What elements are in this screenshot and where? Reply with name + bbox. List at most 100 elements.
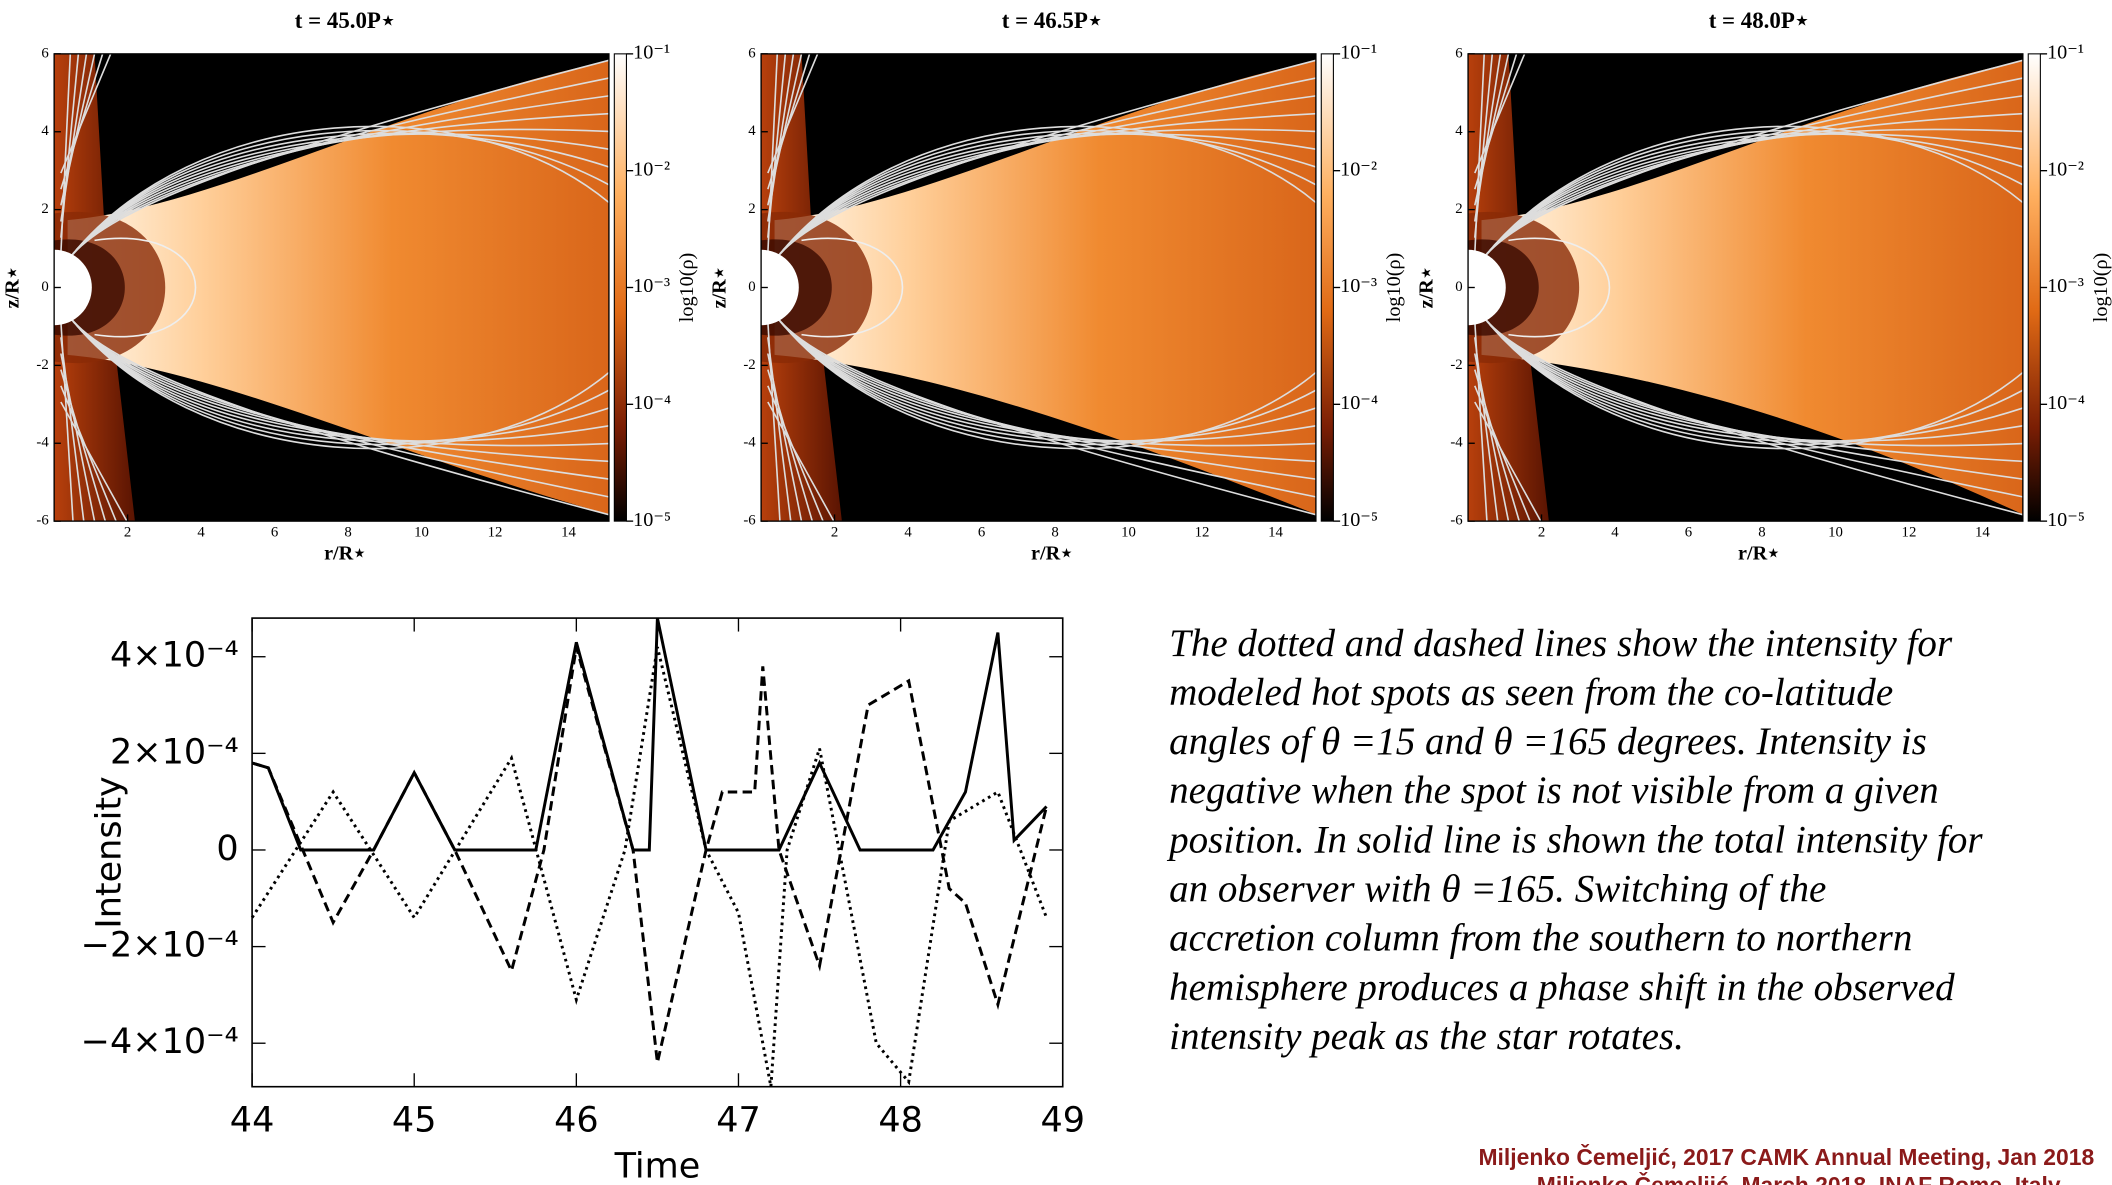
x-axis-label: Time (614, 1146, 701, 1185)
field-line (60, 337, 85, 522)
colorbar-tick-label: 10⁻⁵ (1340, 509, 1378, 531)
y-tick-label: -6 (743, 513, 755, 529)
x-tick-label: 6 (271, 525, 278, 541)
field-line (1480, 112, 2023, 262)
field-line (66, 313, 609, 450)
field-line (1473, 337, 1499, 522)
y-tick-label: 6 (748, 45, 755, 61)
colorbar-label: log10(ρ) (676, 253, 698, 323)
colorbar-tick-label: 10⁻³ (2047, 275, 2084, 297)
y-tick-label: 6 (41, 45, 48, 61)
x-tick-label: 14 (1268, 525, 1283, 541)
field-loop (1508, 237, 1611, 338)
field-line (66, 128, 609, 262)
field-line (773, 313, 1316, 442)
field-line (1480, 313, 2023, 498)
field-line (1474, 401, 1542, 522)
intensity-line (251, 646, 1048, 1063)
colorbar-tick-label: 10⁻⁴ (1340, 392, 1378, 414)
field-line (66, 112, 609, 262)
colorbar (1320, 53, 1334, 522)
x-tick-label: 6 (1685, 525, 1692, 541)
star (1468, 249, 1506, 326)
y-tick-label: 0 (1455, 279, 1462, 295)
y-tick-label: 2 (41, 201, 48, 217)
y-tick-label: -6 (1450, 513, 1462, 529)
field-line (66, 313, 609, 443)
x-tick-label: 4 (197, 525, 205, 541)
footer: Miljenko Čemeljić, March 2018, INAF Rome… (1537, 1172, 2061, 1185)
x-tick-label: 8 (1758, 525, 1765, 541)
field-line (60, 401, 128, 522)
x-tick-label: 10 (1828, 525, 1843, 541)
field-line (1480, 133, 2023, 262)
y-tick-label: 4 (1455, 123, 1463, 139)
field-loop (94, 237, 197, 338)
y-tick-label: 4 (41, 123, 49, 139)
y-tick-label: 0 (216, 829, 238, 869)
colorbar-label: log10(ρ) (2090, 253, 2112, 323)
field-line (66, 313, 609, 442)
x-tick-label: 14 (1975, 525, 1990, 541)
y-tick-label: 4×10⁻⁴ (110, 636, 239, 676)
field-line (1473, 53, 1502, 222)
field-line (66, 125, 609, 262)
colorbar (2027, 53, 2041, 522)
colorbar-tick-label: 10⁻¹ (2047, 42, 2084, 64)
density-map (1467, 53, 2024, 522)
field-line (1480, 313, 2023, 450)
y-tick-label: 2×10⁻⁴ (110, 732, 239, 772)
colorbar-tick-label: 10⁻³ (633, 275, 670, 297)
colorbar-tick-label: 10⁻⁵ (633, 509, 671, 531)
x-tick-label: 12 (1902, 525, 1917, 541)
x-axis-label: r/R⋆ (324, 542, 366, 564)
y-tick-label: 2 (748, 201, 755, 217)
field-line (773, 133, 1316, 262)
field-line (1480, 313, 2023, 446)
density-map (760, 53, 1317, 522)
x-tick-label: 12 (488, 525, 503, 541)
field-line (1480, 313, 2023, 463)
colorbar-tick-label: 10⁻⁴ (633, 392, 671, 414)
x-tick-label: 10 (414, 525, 429, 541)
field-line (1480, 313, 2023, 443)
caption-line: hemisphere produces a phase shift in the… (1169, 966, 1955, 1009)
caption-line: accretion column from the southern to no… (1169, 917, 1912, 960)
x-axis-label: r/R⋆ (1738, 542, 1780, 564)
field-line (773, 313, 1316, 446)
colorbar-tick-label: 10⁻⁵ (2047, 509, 2085, 531)
panel-title: t = 45.0P⋆ (295, 8, 395, 33)
x-tick-label: 2 (124, 525, 131, 541)
x-tick-label: 8 (1051, 525, 1058, 541)
y-tick-label: -2 (1450, 357, 1462, 373)
field-line (60, 53, 88, 222)
field-line (767, 369, 814, 522)
colorbar-tick-label: 10⁻¹ (633, 42, 670, 64)
field-line (1480, 129, 2023, 262)
field-line (66, 129, 609, 262)
field-line (1473, 353, 1510, 522)
colorbar-tick-label: 10⁻² (633, 158, 670, 180)
field-line (773, 313, 1316, 498)
y-tick-label: -2 (36, 357, 48, 373)
x-tick-label: 48 (878, 1101, 923, 1141)
field-line (773, 313, 1316, 447)
panel-title: t = 48.0P⋆ (1709, 8, 1809, 33)
field-line (60, 53, 112, 174)
y-tick-label: 6 (1455, 45, 1462, 61)
field-line (66, 313, 609, 446)
caption-line: modeled hot spots as seen from the co-la… (1169, 671, 1893, 714)
x-tick-label: 49 (1040, 1101, 1085, 1141)
field-line (66, 77, 609, 262)
field-line (767, 401, 835, 522)
colorbar-tick-label: 10⁻³ (1340, 275, 1377, 297)
intensity-line (250, 646, 1048, 1087)
caption-line: intensity peak as the star rotates. (1169, 1015, 1684, 1058)
y-axis-label: Intensity (90, 776, 130, 928)
field-line (60, 369, 107, 522)
x-axis-label: r/R⋆ (1031, 542, 1073, 564)
y-tick-label: 4 (748, 123, 756, 139)
y-tick-label: 0 (748, 279, 755, 295)
field-line (773, 313, 1316, 450)
x-tick-label: 47 (716, 1101, 761, 1141)
